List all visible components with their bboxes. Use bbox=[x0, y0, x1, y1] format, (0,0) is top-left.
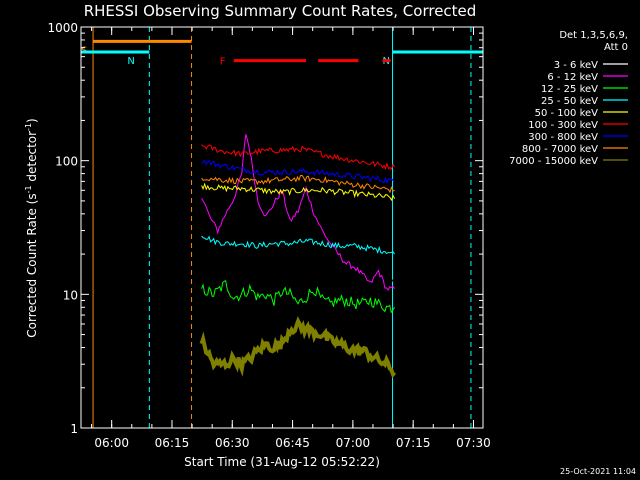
flag-label: N bbox=[127, 56, 134, 67]
series-line-7 bbox=[201, 159, 395, 184]
instrument-flags: SNNF bbox=[81, 27, 483, 428]
legend-label: 12 - 25 keV bbox=[541, 84, 598, 95]
legend-header: Att 0 bbox=[604, 42, 628, 53]
x-tick-label: 07:00 bbox=[336, 436, 371, 450]
flag-label: F bbox=[220, 57, 226, 68]
x-tick-label: 06:45 bbox=[275, 436, 310, 450]
axes: 06:00 06:15 06:30 06:45 07:00 07:15 07:30 1 10 10… bbox=[47, 21, 490, 450]
y-axis-label: Corrected Count Rate (s-1 detector-1) bbox=[24, 118, 39, 337]
plot-frame bbox=[80, 26, 484, 429]
legend-label: 7000 - 15000 keV bbox=[509, 156, 598, 167]
x-tick-label: 06:15 bbox=[155, 436, 190, 450]
x-tick-label: 07:15 bbox=[396, 436, 431, 450]
legend-label: 25 - 50 keV bbox=[541, 96, 598, 107]
series-line-2 bbox=[201, 134, 396, 291]
legend-label: 6 - 12 keV bbox=[547, 72, 598, 83]
legend-label: 100 - 300 keV bbox=[528, 120, 598, 131]
legend-label: 300 - 800 keV bbox=[528, 132, 598, 143]
legend-label: 800 - 7000 keV bbox=[522, 144, 598, 155]
y-tick-label: 10 bbox=[63, 288, 78, 302]
y-tick-label: 1000 bbox=[47, 21, 78, 35]
y-tick-label: 1 bbox=[70, 422, 78, 436]
x-axis-label: Start Time (31-Aug-12 05:52:22) bbox=[184, 455, 380, 469]
series-line-9 bbox=[199, 316, 397, 379]
series-line-1 bbox=[201, 166, 395, 283]
x-tick-label: 06:30 bbox=[215, 436, 250, 450]
series-line-3 bbox=[201, 280, 396, 314]
x-tick-label: 07:30 bbox=[456, 436, 491, 450]
x-tick-label: 06:00 bbox=[94, 436, 129, 450]
legend-label: 50 - 100 keV bbox=[535, 108, 599, 119]
data-series bbox=[199, 134, 397, 379]
chart-title: RHESSI Observing Summary Count Rates, Co… bbox=[84, 2, 477, 20]
legend-label: 3 - 6 keV bbox=[554, 60, 598, 71]
timestamp: 25-Oct-2021 11:04 bbox=[560, 467, 636, 476]
series-line-4 bbox=[201, 235, 396, 255]
series-line-5 bbox=[201, 182, 396, 202]
series-line-6 bbox=[201, 144, 396, 170]
legend-header: Det 1,3,5,6,9, bbox=[559, 30, 628, 41]
series-line-8 bbox=[201, 175, 395, 194]
y-tick-label: 100 bbox=[55, 155, 78, 169]
